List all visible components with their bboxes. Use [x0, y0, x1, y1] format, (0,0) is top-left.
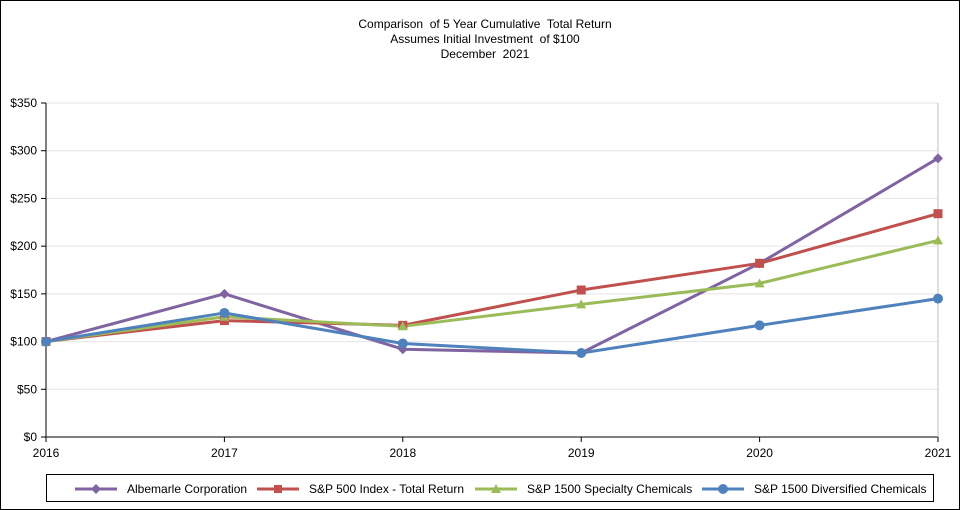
series-line-4 [45, 297, 939, 355]
title-line-3: December 2021 [440, 47, 530, 61]
data-point-4 [219, 307, 230, 318]
y-tick-label: $150 [10, 287, 37, 301]
legend-label: Albemarle Corporation [127, 482, 248, 496]
legend-marker-square-icon [257, 485, 299, 493]
data-point-2 [755, 258, 765, 268]
legend-label: S&P 1500 Specialty Chemicals [527, 482, 693, 496]
y-tick-label: $100 [10, 335, 37, 349]
data-point-1 [219, 288, 230, 299]
data-point-2 [933, 209, 943, 219]
series-line-1 [45, 157, 939, 355]
data-point-3 [576, 299, 587, 309]
series-line-2 [45, 212, 939, 344]
data-point-1 [933, 153, 943, 164]
legend-marker-triangle-icon [475, 484, 517, 493]
data-point-3 [933, 235, 943, 245]
data-point-4 [754, 320, 765, 331]
x-tick-label: 2020 [746, 446, 773, 460]
data-point-3 [754, 278, 765, 288]
title-line-2: Assumes Initial Investment of $100 [390, 32, 580, 46]
y-tick-label: $200 [10, 239, 37, 253]
y-tick-label: $350 [10, 96, 37, 110]
x-tick-label: 2018 [389, 446, 416, 460]
x-tick-label: 2016 [33, 446, 60, 460]
x-tick-label: 2021 [925, 446, 952, 460]
x-tick-label: 2019 [568, 446, 595, 460]
legend-marker-diamond-icon [75, 484, 117, 494]
data-point-2 [576, 285, 586, 295]
plot-area [46, 103, 938, 437]
legend-label: S&P 500 Index - Total Return [309, 482, 464, 496]
x-tick-label: 2017 [211, 446, 238, 460]
series-line-3 [45, 238, 939, 344]
data-point-4 [933, 293, 943, 304]
data-point-4 [41, 336, 51, 347]
legend: Albemarle Corporation S&P 500 Index - To… [46, 474, 934, 502]
title-line-1: Comparison of 5 Year Cumulative Total Re… [358, 17, 612, 31]
data-point-4 [576, 348, 587, 359]
y-tick-label: $250 [10, 191, 37, 205]
data-point-3 [397, 321, 408, 331]
legend-label: S&P 1500 Diversified Chemicals [754, 482, 927, 496]
y-tick-label: $50 [17, 382, 37, 396]
y-tick-label: $0 [24, 430, 38, 444]
legend-marker-circle-icon [702, 484, 744, 494]
data-point-4 [397, 338, 408, 349]
chart-title: Comparison of 5 Year Cumulative Total Re… [0, 17, 960, 62]
y-tick-label: $300 [10, 144, 37, 158]
